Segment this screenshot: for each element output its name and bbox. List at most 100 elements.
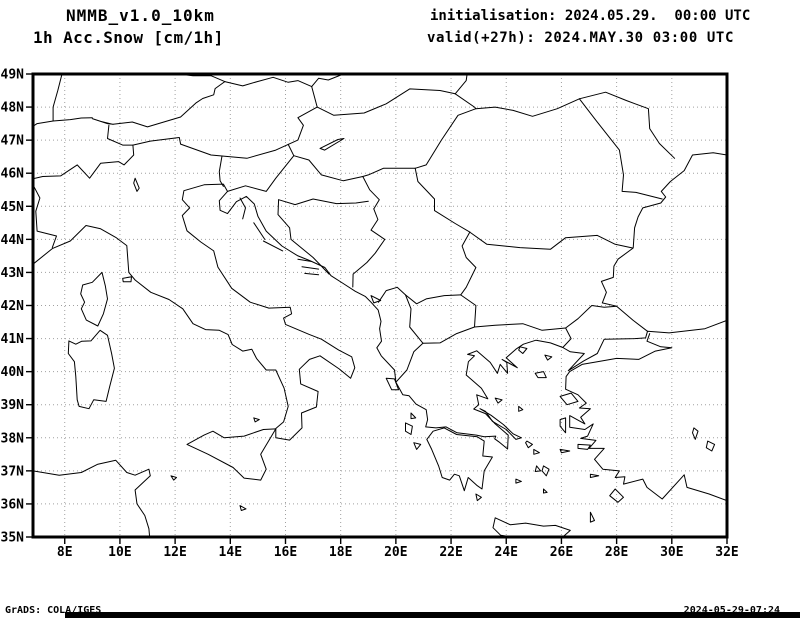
border-mk-bg <box>460 294 477 328</box>
x-tick-label-8E: 8E <box>57 545 73 560</box>
border-hr-rs <box>362 176 380 210</box>
x-tick-label-32E: 32E <box>715 545 738 560</box>
rhodes <box>609 488 624 503</box>
border-rs-mk-al <box>405 294 462 305</box>
santorini <box>543 488 548 494</box>
border-sk-hu <box>316 88 456 116</box>
map-frame <box>31 72 729 539</box>
andros <box>525 440 533 449</box>
grads-credit: GrADS: COLA/IGES <box>5 605 102 616</box>
corsica <box>80 271 108 327</box>
y-tick-label-38N: 38N <box>1 431 25 446</box>
elba <box>122 276 132 283</box>
x-tick-label-26E: 26E <box>550 545 573 560</box>
y-tick-label-40N: 40N <box>1 365 25 380</box>
valid-time-label: valid(+27h): 2024.MAY.30 03:00 UTC <box>427 30 734 46</box>
border-mk-al <box>405 294 424 344</box>
creation-timestamp: 2024-05-29-07:24 <box>683 605 780 616</box>
skyros <box>518 405 524 412</box>
border-ro-bg <box>469 231 634 250</box>
kythira <box>475 493 482 502</box>
zakynthos <box>413 442 422 450</box>
brac <box>297 258 313 262</box>
milos <box>515 478 522 484</box>
ikaria <box>559 448 571 454</box>
malta <box>239 505 247 511</box>
init-time-label: initialisation: 2024.05.29. 00:00 UTC <box>430 8 751 24</box>
border-si-it <box>218 155 224 187</box>
bottom-bar <box>65 612 800 618</box>
crete <box>492 517 571 537</box>
x-tick-label-28E: 28E <box>605 545 628 560</box>
border-hu-hr <box>287 143 364 182</box>
lemnos <box>534 371 547 379</box>
y-tick-label-48N: 48N <box>1 101 25 116</box>
border-cz-at <box>224 76 313 88</box>
border-at-sk <box>311 86 318 108</box>
axis-labels: 8E 10E 12E 14E 16E 18E 20E 22E 24E 26E 28E 30E 32E 35… <box>1 68 739 561</box>
corfu <box>385 377 400 391</box>
sicily <box>186 428 277 481</box>
thasos <box>518 346 528 354</box>
tinos <box>533 448 540 455</box>
border-cz-sk <box>311 74 344 88</box>
x-tick-label-22E: 22E <box>439 545 462 560</box>
mainland-med-adriatic-aegean-coast <box>33 183 727 450</box>
axes <box>26 73 728 544</box>
x-tick-label-18E: 18E <box>329 545 352 560</box>
border-gr-tr <box>562 327 572 348</box>
graticule <box>33 74 727 537</box>
border-bg-tr <box>565 305 618 329</box>
border-md-ua <box>578 91 676 159</box>
border-ro-ua <box>475 98 580 117</box>
lake-egirdir <box>692 427 699 440</box>
peloponnese <box>426 427 493 492</box>
y-tick-label-35N: 35N <box>1 531 25 546</box>
chios <box>559 417 567 434</box>
lesbos <box>559 392 579 406</box>
lake-beysehir <box>705 440 716 452</box>
kos <box>589 473 600 478</box>
pag <box>253 222 266 240</box>
cephalonia <box>405 422 413 435</box>
paros <box>534 465 542 472</box>
skopelos <box>494 397 503 404</box>
samothrace <box>544 354 553 361</box>
x-tick-label-16E: 16E <box>274 545 297 560</box>
border-gr-bg <box>474 323 567 331</box>
x-tick-label-24E: 24E <box>495 545 518 560</box>
variable-title: 1h Acc.Snow [cm/1h] <box>33 28 224 47</box>
dugi-otok <box>262 240 284 252</box>
x-tick-label-12E: 12E <box>163 545 186 560</box>
y-tick-label-49N: 49N <box>1 68 25 83</box>
y-tick-label-37N: 37N <box>1 464 25 479</box>
border-ro-md <box>578 98 663 200</box>
border-hu-rs <box>362 167 416 177</box>
euboea <box>479 408 522 440</box>
samos <box>577 443 591 450</box>
border-hr-ba-west <box>277 199 330 275</box>
y-tick-label-39N: 39N <box>1 398 25 413</box>
border-al-gr <box>395 342 424 383</box>
border-hr-ba-sava <box>278 198 369 206</box>
sardinia <box>67 329 115 410</box>
border-rs-bg <box>460 231 477 296</box>
cres <box>239 197 246 220</box>
lake-garda <box>133 177 140 192</box>
border-ch-at <box>107 124 134 146</box>
border-ch-it-at <box>33 137 223 180</box>
y-tick-label-45N: 45N <box>1 200 25 215</box>
lake-balaton <box>319 138 345 151</box>
map-features <box>33 74 727 537</box>
model-title: NMMB_v1.0_10km <box>66 6 215 25</box>
x-tick-label-10E: 10E <box>108 545 131 560</box>
x-tick-label-20E: 20E <box>384 545 407 560</box>
y-tick-label-42N: 42N <box>1 299 25 314</box>
border-si-hr <box>227 155 295 192</box>
border-ch-de <box>52 117 93 122</box>
lake-constance <box>91 118 114 125</box>
y-tick-label-43N: 43N <box>1 266 25 281</box>
black-sea-west-coast <box>600 152 727 332</box>
border-ba-rs-me <box>352 208 386 288</box>
